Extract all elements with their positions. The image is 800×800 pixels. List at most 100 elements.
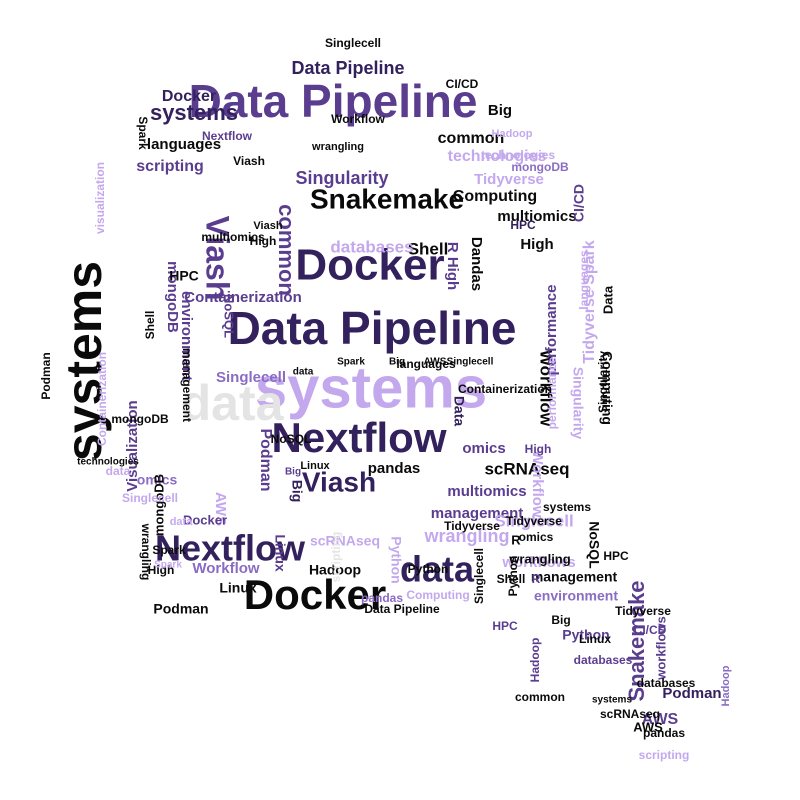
word-systems: systems (592, 695, 632, 706)
word-omics: omics (137, 472, 178, 488)
word-podman: Podman (153, 601, 208, 617)
word-python: Python (562, 627, 609, 643)
word-languages: languages (396, 357, 456, 371)
word-nextflow: Nextflow (155, 528, 306, 569)
word-databases: databases (330, 237, 413, 256)
word-viash: Viash (302, 466, 376, 497)
word-workflows: workflows (501, 554, 575, 571)
word-linux: Linux (300, 460, 330, 472)
word-docker: Docker (183, 512, 227, 527)
word-tidyverse: Tidyverse (506, 514, 562, 528)
word-tidyverse-spark: Tidyverse Spark (581, 240, 598, 363)
word-snakemake: Snakemake (624, 580, 649, 701)
word-docker: Docker (162, 88, 216, 105)
word-singularity: Singularity (570, 367, 586, 440)
word-management: management (180, 348, 194, 422)
word-data-pipeline: Data Pipeline (291, 58, 404, 78)
word-hpc: HPC (510, 218, 536, 232)
word-omics: omics (462, 440, 505, 457)
word-spark: Spark (152, 543, 186, 557)
word-hadoop: Hadoop (309, 562, 361, 578)
word-singlecell: Singlecell (472, 548, 486, 604)
word-workflows: workflows (653, 616, 668, 681)
word-ci-cd: CI/CD (446, 77, 479, 91)
word-r-high: R High (444, 242, 461, 290)
word-workflow: Workflow (192, 560, 260, 577)
word-python: Python (506, 556, 520, 597)
word-podman: Podman (662, 685, 721, 702)
word-common: common (274, 204, 299, 296)
word-shell: Shell (143, 311, 157, 340)
word-data-pipeline: Data Pipeline (228, 302, 517, 354)
word-singularity: Singularity (295, 168, 388, 188)
word-python: Python (408, 562, 449, 576)
word-wrangling: wrangling (139, 523, 153, 581)
word-hadoop: Hadoop (720, 665, 732, 706)
word-wrangling: wrangling (508, 551, 570, 566)
word-management: management (431, 505, 524, 522)
word-data: data (400, 549, 475, 590)
word-containerization: Containerization (95, 352, 109, 446)
word-singlecell: Singlecell (494, 511, 573, 530)
word-systems: systems (56, 261, 112, 461)
word-databases: databases (574, 653, 633, 667)
word-singlecell: Singlecell (325, 36, 381, 50)
word-singlecell: Singlecell (216, 369, 286, 386)
word-scrnaseq: scRNAseq (484, 459, 569, 478)
word-aws: AWS (212, 492, 229, 526)
word-technologies: technologies (481, 148, 555, 162)
word-multiomics: multiomics (201, 230, 265, 244)
word-workflow: Workflow (331, 112, 385, 126)
word-pandas: pandas (361, 591, 403, 605)
word-high: High (525, 442, 552, 456)
word-spark: Spark (136, 116, 150, 150)
word-podman: Podman (257, 428, 274, 491)
word-systems: systems (150, 100, 238, 125)
word-nextflow: Nextflow (202, 129, 253, 143)
word-nosql: NoSQL (222, 294, 237, 338)
word-workflow: Workflow (537, 350, 556, 427)
word-big: Big (389, 357, 405, 368)
word-visualization: Visualization (124, 400, 141, 491)
word-visualization: visualization (93, 162, 107, 234)
word-singlecell: Singlecell (447, 357, 494, 368)
word-linux: Linux (272, 534, 288, 572)
word-linux: Linux (579, 632, 611, 646)
word-tidyverse: Tidyverse (615, 604, 671, 618)
word-performance: performance (543, 285, 560, 376)
word-big: Big (551, 613, 570, 627)
word-computing: Computing (453, 188, 537, 205)
word-multiomics: multiomics (497, 208, 576, 225)
word-scrnaseq: scRNAseq (310, 533, 380, 549)
word-management: management (531, 569, 618, 585)
word-scripting: scripting (639, 748, 690, 762)
word-aws: AWS (424, 357, 447, 368)
word-big: Big (285, 467, 301, 478)
word-spark: Spark (154, 560, 182, 571)
word-mongodb: mongoDB (111, 412, 169, 426)
word-data: data (293, 367, 314, 378)
word-linux: Linux (219, 580, 257, 596)
word-high: High (250, 234, 277, 248)
word-data: data (106, 464, 131, 478)
word-big: Big (488, 102, 512, 119)
word-environment: environment (534, 588, 618, 604)
word-python: Python (388, 536, 404, 583)
word-mongodb: mongoDB (164, 261, 181, 333)
word-data: data (181, 375, 285, 431)
word-systems: systems (543, 500, 591, 514)
word-systems: systems (255, 355, 487, 420)
word-r: R (532, 572, 541, 586)
word-hadoop: Hadoop (528, 638, 542, 683)
word-wrangling: wrangling (311, 141, 364, 153)
word-spark: Spark (337, 357, 365, 368)
word-languages: languages (577, 250, 591, 310)
word-shell: Shell (408, 239, 449, 258)
word-data-pipeline: Data Pipeline (189, 75, 478, 127)
word-containerization: Containerization (458, 382, 552, 396)
word-viash: Viash (200, 216, 236, 301)
word-high: High (520, 236, 553, 253)
word-wrangling: wrangling (424, 526, 510, 546)
word-shell: Shell (497, 572, 526, 586)
word-ci-cd: CI/CD (634, 623, 667, 637)
